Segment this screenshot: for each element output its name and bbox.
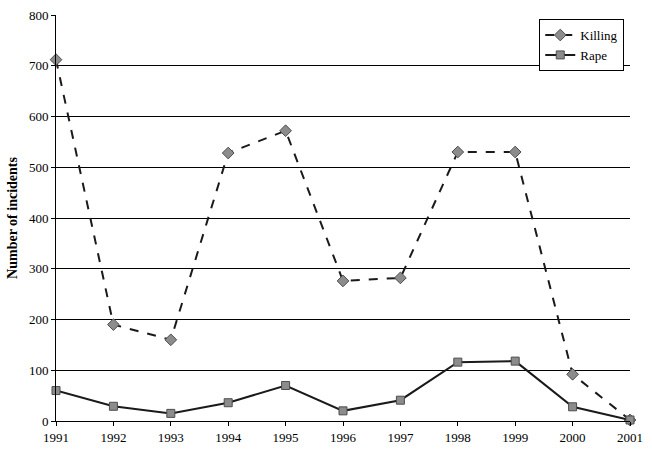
svg-text:600: 600: [29, 109, 49, 124]
svg-text:400: 400: [29, 211, 49, 226]
svg-text:1993: 1993: [158, 430, 184, 445]
svg-text:1997: 1997: [387, 430, 414, 445]
svg-text:Number of incidents: Number of incidents: [5, 157, 20, 279]
svg-text:500: 500: [29, 160, 49, 175]
svg-text:0: 0: [42, 414, 49, 429]
svg-text:2001: 2001: [617, 430, 643, 445]
svg-text:1992: 1992: [100, 430, 126, 445]
svg-text:200: 200: [29, 312, 49, 327]
svg-text:1994: 1994: [215, 430, 242, 445]
svg-text:Rape: Rape: [580, 48, 607, 63]
svg-text:800: 800: [29, 8, 49, 23]
svg-text:1991: 1991: [43, 430, 69, 445]
svg-text:Killing: Killing: [580, 28, 617, 43]
svg-text:100: 100: [29, 363, 49, 378]
svg-text:1996: 1996: [330, 430, 357, 445]
svg-text:700: 700: [29, 58, 49, 73]
svg-text:1995: 1995: [273, 430, 299, 445]
svg-text:300: 300: [29, 261, 49, 276]
svg-text:2000: 2000: [560, 430, 586, 445]
svg-text:1999: 1999: [502, 430, 528, 445]
svg-text:1998: 1998: [445, 430, 471, 445]
